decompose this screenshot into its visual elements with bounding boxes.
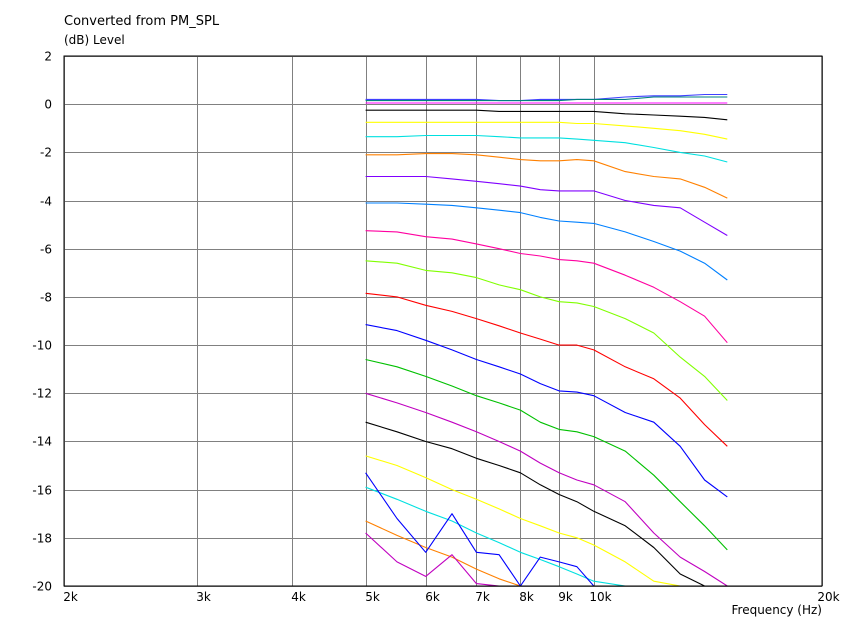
y-tick-label: 0: [44, 98, 52, 112]
x-tick-label: 8k: [519, 590, 534, 604]
y-tick-label: -20: [32, 580, 52, 594]
x-tick-label: 6k: [425, 590, 440, 604]
y-tick-label: -16: [32, 484, 52, 498]
x-axis-label: Frequency (Hz): [732, 603, 823, 617]
series-line-16: [365, 421, 728, 586]
y-axis-label: (dB) Level: [64, 33, 125, 47]
x-tick-label: 7k: [475, 590, 490, 604]
series-line-7: [365, 153, 728, 199]
x-tick-label: 10k: [589, 590, 611, 604]
series-line-5: [365, 121, 728, 140]
x-tick-label: 2k: [63, 590, 78, 604]
y-tick-label: -6: [40, 243, 52, 257]
series-line-12: [365, 292, 728, 447]
series-line-14: [365, 358, 728, 551]
plot-frame: [63, 55, 823, 587]
series-line-4: [365, 109, 728, 121]
x-tick-label: 9k: [558, 590, 573, 604]
y-tick-label: 2: [44, 50, 52, 64]
y-tick-label: -8: [40, 291, 52, 305]
series-line-19: [365, 520, 728, 586]
series-line-21: [365, 532, 728, 586]
series-line-9: [365, 202, 728, 281]
series-line-13: [365, 324, 728, 498]
series-line-10: [365, 230, 728, 344]
y-tick-label: -18: [32, 532, 52, 546]
series-line-11: [365, 260, 728, 401]
y-tick-label: -4: [40, 195, 52, 209]
series-line-2: [365, 96, 728, 102]
series-line-15: [365, 392, 728, 586]
tick-labels: 2 0 -2 -4 -6 -8 -10 -12 -14 -16 -18 -20 2k 3k 4k 5k 6k 7k…: [32, 50, 839, 605]
series-line-18: [365, 486, 728, 586]
y-tick-label: -10: [32, 339, 52, 353]
x-tick-label: 4k: [291, 590, 306, 604]
y-tick-label: -12: [32, 387, 52, 401]
series-line-8: [365, 175, 728, 236]
data-series: [365, 93, 728, 586]
series-line-20: [365, 472, 728, 586]
series-line-1: [365, 93, 728, 102]
y-tick-label: -2: [40, 146, 52, 160]
series-line-6: [365, 134, 728, 163]
y-tick-label: -14: [32, 435, 52, 449]
series-line-17: [365, 455, 728, 586]
x-tick-label: 3k: [196, 590, 211, 604]
chart-title: Converted from PM_SPL: [64, 14, 220, 29]
x-tick-label: 20k: [817, 590, 839, 604]
x-tick-label: 5k: [365, 590, 380, 604]
